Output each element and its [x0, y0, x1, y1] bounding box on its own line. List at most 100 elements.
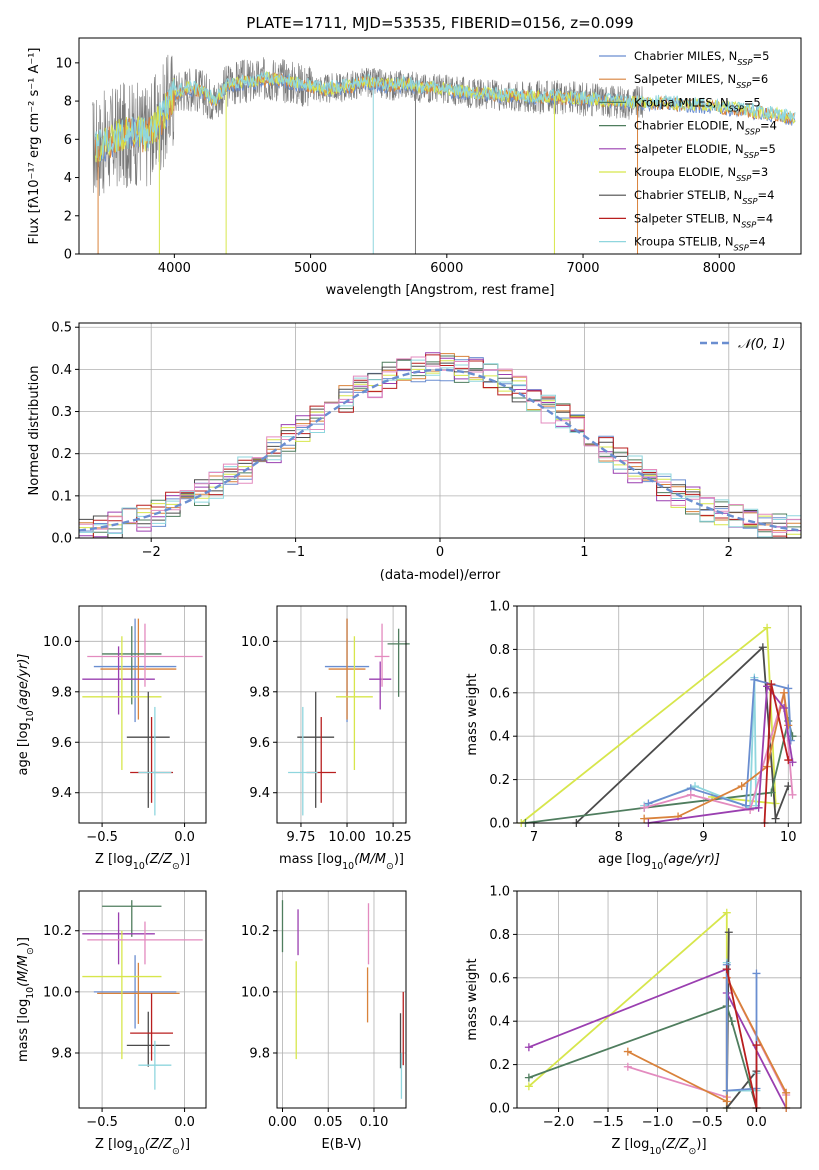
- x-tick-label: 0.0: [174, 1115, 195, 1130]
- mass-vs-z-markers: [82, 900, 203, 1090]
- weight-vs-z-y-label: mass weight: [465, 958, 480, 1040]
- weight-line: [648, 678, 792, 807]
- weight-marker: [784, 684, 793, 693]
- weight-marker: [524, 1082, 533, 1091]
- x-tick-label: 5000: [294, 261, 327, 276]
- x-tick-label: −1.5: [592, 1115, 624, 1130]
- x-tick-label: −2.0: [543, 1115, 575, 1130]
- weight-vs-age-frame: [516, 605, 802, 824]
- y-tick-label: 9.8: [51, 685, 72, 700]
- y-tick-label: 0.8: [489, 928, 510, 943]
- y-tick-label: 10.2: [43, 924, 72, 939]
- y-tick-label: 9.4: [249, 786, 270, 801]
- weight-marker: [737, 782, 746, 791]
- y-tick-label: 0.6: [489, 971, 510, 986]
- y-tick-label: 1.0: [489, 600, 510, 615]
- y-tick-label: 0.2: [489, 1058, 510, 1073]
- y-tick-label: 1.0: [489, 885, 510, 900]
- mass-vs-z-x-label: Z [log10(Z/Z⊙)]: [95, 1137, 190, 1157]
- x-tick-label: 0.05: [314, 1115, 343, 1130]
- weight-marker: [524, 1043, 533, 1052]
- weight-marker: [788, 758, 797, 767]
- y-tick-label: 0.3: [51, 405, 72, 420]
- weight-marker: [752, 969, 761, 978]
- y-tick-label: 0.1: [51, 489, 72, 504]
- age-vs-z-grid: [79, 606, 206, 823]
- y-tick-label: 10.2: [241, 924, 270, 939]
- weight-marker: [752, 1041, 761, 1050]
- weight-marker: [784, 756, 793, 765]
- x-tick-label: 2: [725, 545, 733, 560]
- x-tick-label: 0.10: [360, 1115, 389, 1130]
- y-tick-label: 9.8: [249, 1046, 270, 1061]
- weight-marker: [722, 1086, 731, 1095]
- mass-vs-ebv-frame: [276, 890, 407, 1109]
- x-tick-label: 0.0: [746, 1115, 767, 1130]
- weight-marker: [640, 803, 649, 812]
- y-tick-label: 9.6: [249, 736, 270, 751]
- y-tick-label: 4: [64, 171, 72, 186]
- normal-curve: [79, 368, 801, 532]
- weight-marker: [686, 790, 695, 799]
- x-tick-label: −2: [142, 545, 161, 560]
- weight-marker: [763, 682, 772, 691]
- mass-vs-z-y-label: mass [log10(M/M⊙)]: [16, 937, 36, 1062]
- x-tick-label: −0.5: [86, 1115, 118, 1130]
- age-vs-mass-grid: [277, 606, 406, 823]
- x-tick-label: −0.5: [691, 1115, 723, 1130]
- legend-entry: Kroupa STELIB, NSSP=4: [634, 235, 766, 253]
- residual-histogram: [79, 359, 801, 538]
- age-vs-z-ticks: −0.5 0.0 9.4 9.6 9.8 10.0: [43, 635, 195, 845]
- weight-marker: [771, 814, 780, 823]
- y-tick-label: 0.4: [489, 730, 510, 745]
- weight-vs-z-frame: [516, 890, 802, 1109]
- y-tick-label: 10.0: [43, 985, 72, 1000]
- weight-marker: [722, 908, 731, 917]
- residuals-x-label: (data-model)/error: [380, 568, 501, 583]
- legend-entry: Salpeter STELIB, NSSP=4: [634, 211, 773, 229]
- age-vs-mass-markers: [288, 618, 410, 816]
- mass-vs-ebv-ticks: 0.00 0.05 0.10 9.8 10.0 10.2: [241, 924, 388, 1130]
- x-tick-label: 7: [530, 830, 538, 845]
- weight-marker: [750, 675, 759, 684]
- y-tick-label: 9.8: [249, 685, 270, 700]
- spectrum-x-label: wavelength [Angstrom, rest frame]: [326, 283, 555, 298]
- legend-entry: Kroupa ELODIE, NSSP=3: [634, 165, 768, 183]
- age-vs-z-y-label: age [log10(age/yr)]: [16, 654, 36, 776]
- mass-vs-z-frame: [78, 890, 207, 1109]
- x-tick-label: 1: [580, 545, 588, 560]
- legend-entry: Chabrier STELIB, NSSP=4: [634, 188, 774, 206]
- legend-entry: Chabrier ELODIE, NSSP=4: [634, 119, 777, 137]
- weight-line: [528, 1005, 758, 1109]
- y-tick-label: 0.4: [489, 1015, 510, 1030]
- weight-marker: [724, 928, 733, 937]
- weight-marker: [784, 721, 793, 730]
- weight-line: [725, 964, 758, 1092]
- y-tick-label: 0.0: [489, 1102, 510, 1117]
- y-tick-label: 8: [64, 95, 72, 110]
- y-tick-label: 10.0: [43, 635, 72, 650]
- x-tick-label: 7000: [566, 261, 599, 276]
- x-tick-label: 0.0: [174, 830, 195, 845]
- spectrum-y-label: Flux [fλ10⁻¹⁷ erg cm⁻² s⁻¹ A⁻¹]: [27, 48, 42, 245]
- x-tick-label: 0: [436, 545, 444, 560]
- x-tick-label: −0.5: [86, 830, 118, 845]
- x-tick-label: 4000: [158, 261, 191, 276]
- x-tick-label: 6000: [430, 261, 463, 276]
- x-tick-label: 10: [780, 830, 797, 845]
- x-tick-label: 10.25: [374, 830, 411, 845]
- weight-vs-z-ticks: −2.0 −1.5 −1.0 −0.5 0.0 0.0 0.2 0.4 0.6 0.8 1.0: [489, 885, 767, 1131]
- y-tick-label: 0.5: [51, 321, 72, 336]
- x-tick-label: 0.00: [268, 1115, 297, 1130]
- y-tick-label: 0.8: [489, 643, 510, 658]
- mass-vs-ebv-markers: [281, 900, 404, 1099]
- weight-marker: [767, 680, 776, 689]
- weight-line: [644, 691, 790, 820]
- legend-entry: Chabrier MILES, NSSP=5: [634, 49, 769, 67]
- x-tick-label: 9: [699, 830, 707, 845]
- weight-marker: [754, 803, 763, 812]
- y-tick-label: 9.4: [51, 786, 72, 801]
- weight-marker: [623, 1062, 632, 1071]
- legend-entry: Kroupa MILES, NSSP=5: [634, 95, 761, 113]
